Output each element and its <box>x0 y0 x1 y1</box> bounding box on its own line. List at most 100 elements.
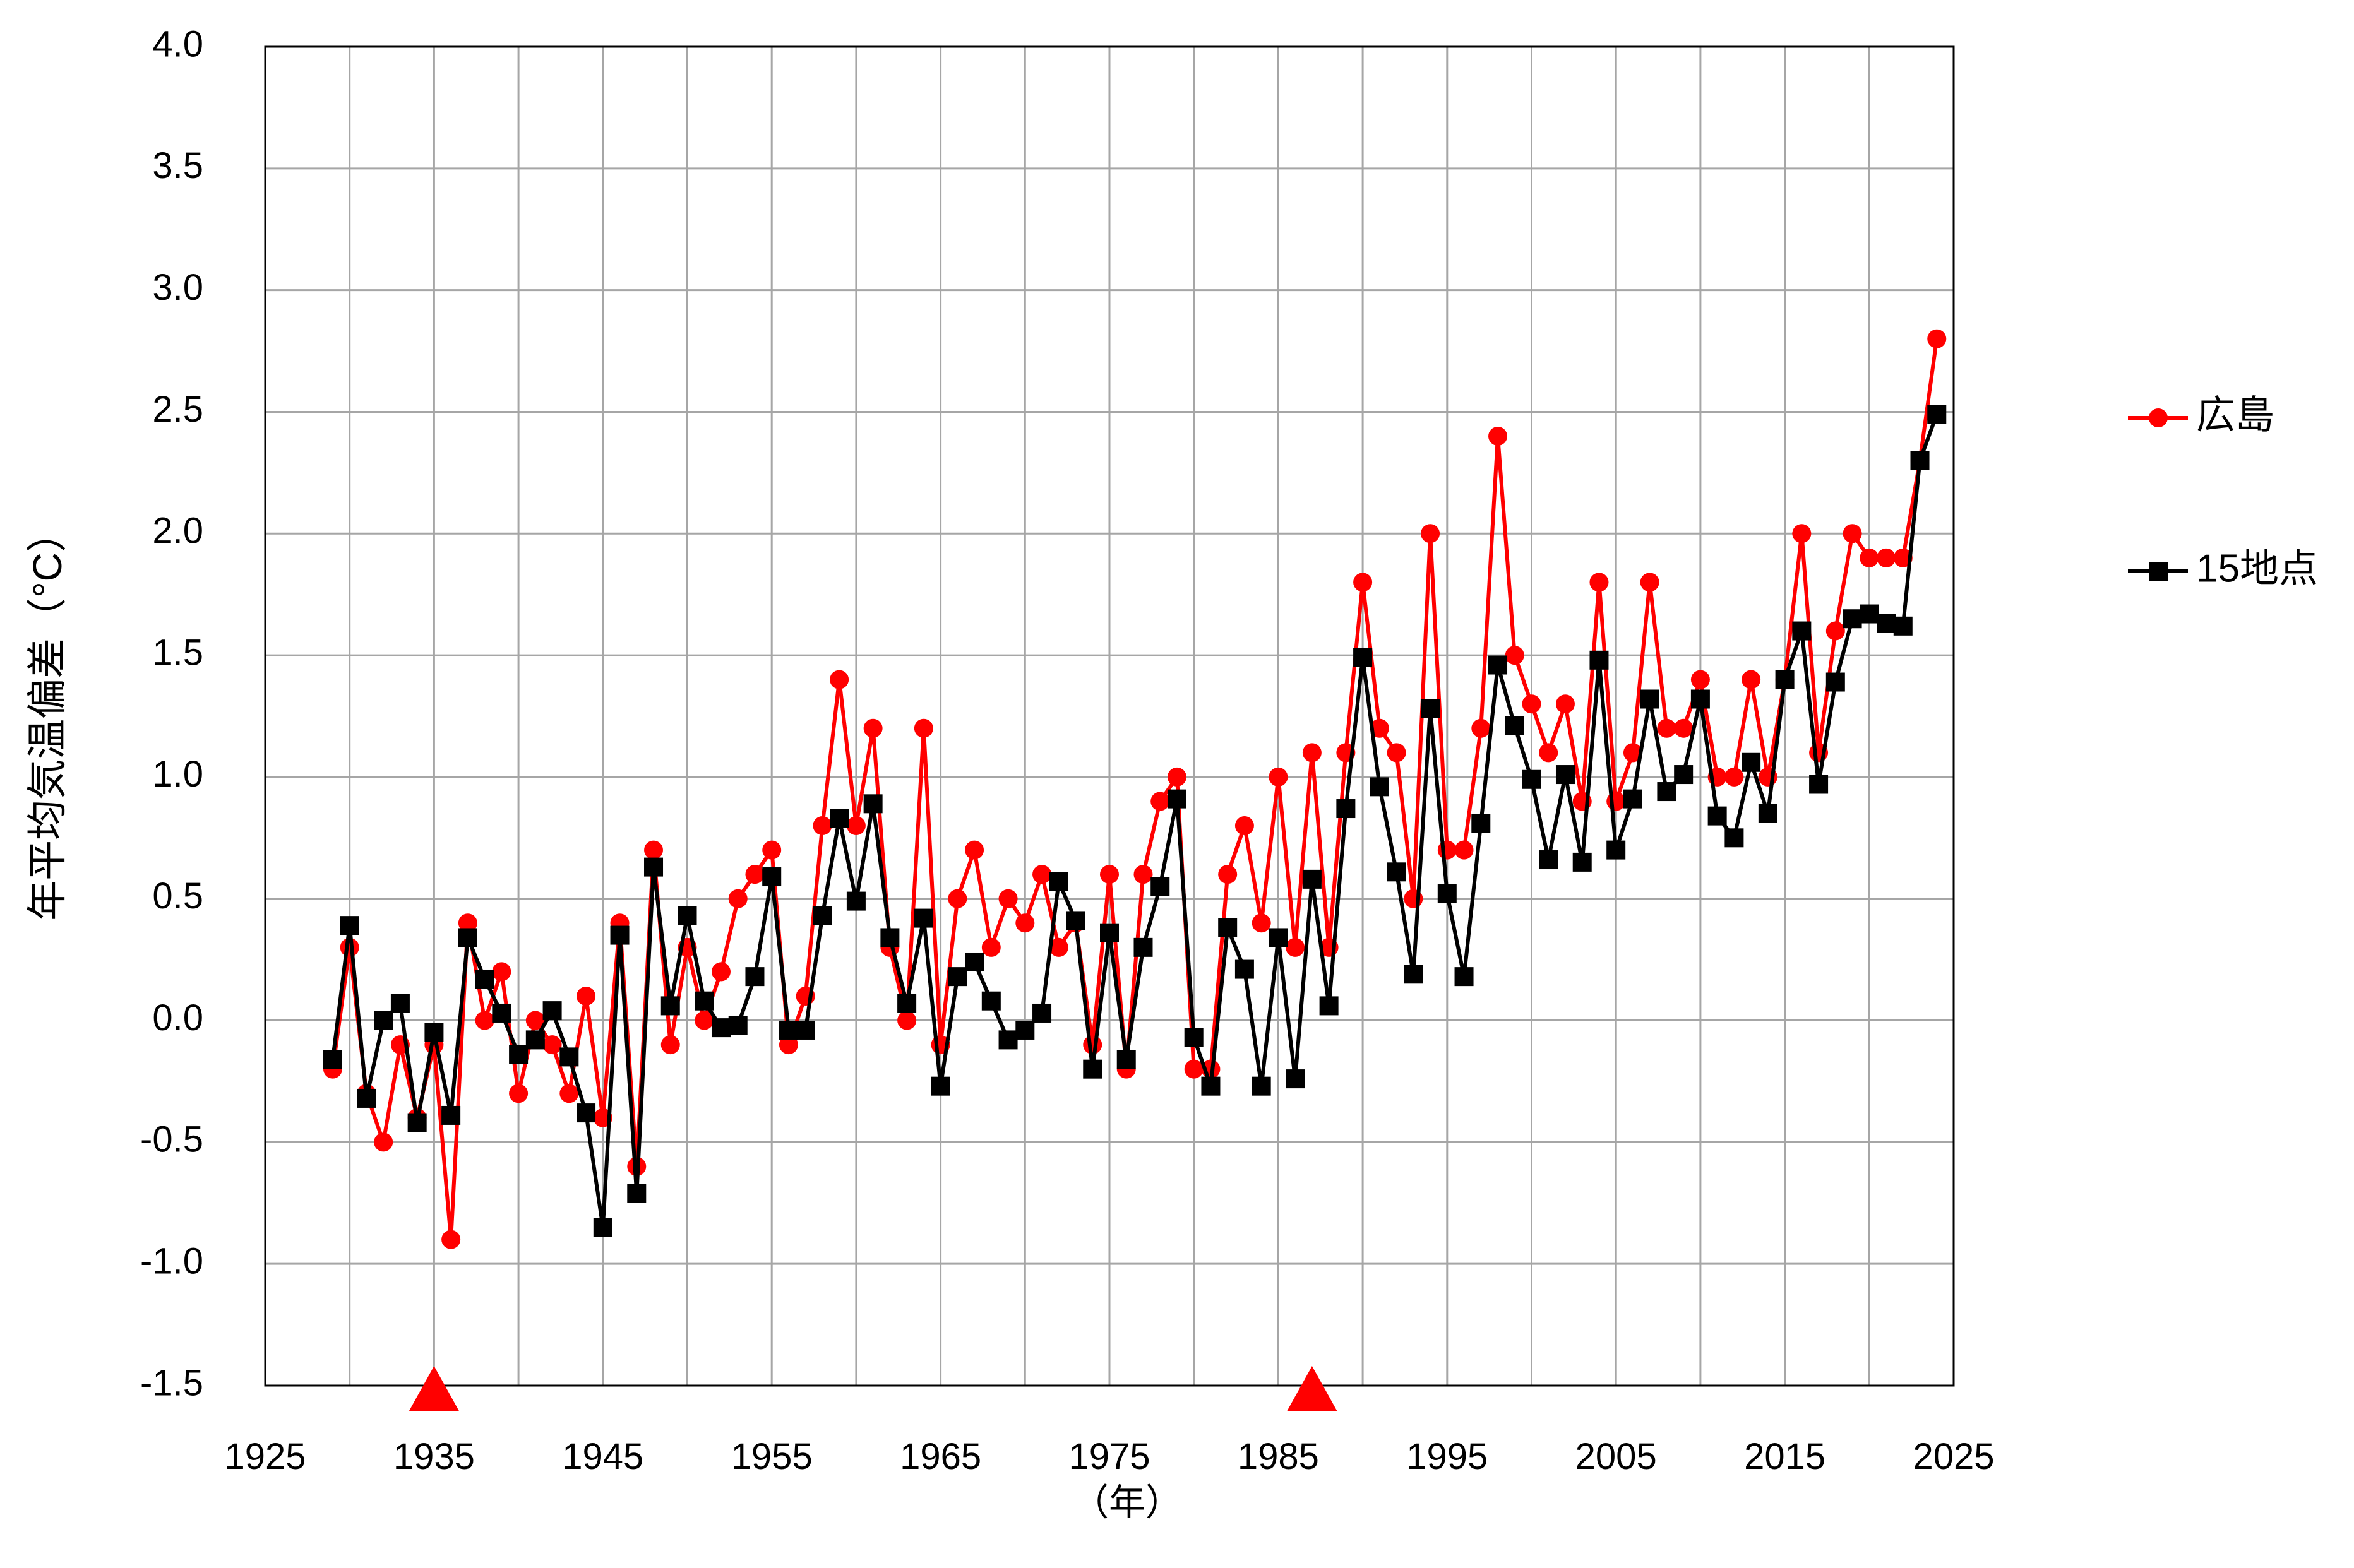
data-point <box>1742 752 1761 772</box>
data-point <box>745 865 765 884</box>
data-point <box>796 1020 815 1040</box>
legend: 広島 15地点 <box>2128 393 2318 590</box>
data-point <box>1370 718 1389 738</box>
data-point <box>914 718 933 738</box>
data-point <box>846 816 866 836</box>
data-point <box>863 794 883 814</box>
data-point <box>1657 782 1676 802</box>
data-point <box>660 996 680 1016</box>
x-tick-label: 1985 <box>1238 1436 1319 1477</box>
data-point <box>965 952 984 971</box>
x-tick-label: 1975 <box>1068 1436 1150 1477</box>
data-point <box>644 840 664 860</box>
data-point <box>897 1011 917 1030</box>
data-point <box>340 916 359 935</box>
y-tick-label: -0.5 <box>140 1119 203 1160</box>
grid <box>265 47 1954 1386</box>
data-point <box>863 718 883 738</box>
data-point <box>1910 451 1930 470</box>
data-point <box>762 867 782 887</box>
data-point <box>981 991 1001 1011</box>
data-point <box>1877 548 1896 567</box>
data-point <box>1133 937 1153 957</box>
data-point <box>1471 718 1491 738</box>
y-tick-label: -1.5 <box>140 1362 203 1403</box>
data-point <box>1234 816 1254 836</box>
data-point <box>627 1184 647 1203</box>
data-point <box>610 925 630 945</box>
data-point <box>492 1003 511 1023</box>
y-tick-label: -1.0 <box>140 1241 203 1282</box>
data-point <box>1387 743 1406 763</box>
data-point <box>577 1103 596 1123</box>
y-axis-label: 年平均気温偏差（°C） <box>25 512 70 921</box>
data-point <box>357 1088 376 1108</box>
data-point <box>1724 767 1744 787</box>
data-point <box>1387 862 1406 882</box>
data-point <box>813 906 832 925</box>
data-point <box>1724 828 1744 848</box>
data-point <box>1083 1035 1102 1055</box>
data-point <box>830 809 849 828</box>
data-point <box>1742 670 1761 689</box>
data-point <box>1843 609 1862 629</box>
x-tick-label: 1955 <box>731 1436 813 1477</box>
data-point <box>1083 1059 1102 1079</box>
data-point <box>1690 689 1710 709</box>
y-tick-label: 0.5 <box>152 876 203 917</box>
data-point <box>1539 743 1558 763</box>
data-point <box>1404 965 1423 984</box>
data-point <box>1843 524 1862 543</box>
y-tick-label: 3.0 <box>152 267 203 308</box>
y-tick-label: 4.0 <box>152 23 203 64</box>
data-point <box>509 1084 529 1103</box>
data-point <box>1488 427 1508 446</box>
data-point <box>1100 923 1119 942</box>
data-point <box>1589 650 1609 670</box>
data-point <box>1302 743 1322 763</box>
x-tick-label: 1965 <box>900 1436 981 1477</box>
data-point <box>1758 804 1777 823</box>
data-point <box>1032 1003 1052 1023</box>
data-point <box>1167 789 1186 809</box>
x-axis-ticks: 1925 1935 1945 1955 1965 1975 1985 1995 2005 2015… <box>224 1436 1994 1477</box>
data-point <box>762 840 782 860</box>
data-point <box>1893 616 1913 636</box>
legend-label: 広島 <box>2196 393 2274 437</box>
data-point <box>1049 937 1068 957</box>
data-point <box>1555 694 1575 714</box>
data-point <box>914 908 933 928</box>
data-point <box>981 937 1001 957</box>
data-point <box>1252 913 1271 933</box>
data-point <box>1150 792 1170 811</box>
y-tick-label: 2.5 <box>152 389 203 430</box>
data-point <box>1640 689 1659 709</box>
data-point <box>475 1011 494 1030</box>
data-point <box>1860 604 1879 624</box>
series-15-stations <box>323 405 1947 1237</box>
data-point <box>407 1113 427 1132</box>
data-point <box>745 967 765 987</box>
data-point <box>1100 865 1119 884</box>
data-point <box>577 986 596 1006</box>
data-point <box>1066 911 1085 930</box>
y-tick-label: 0.0 <box>152 997 203 1038</box>
y-axis-ticks: 4.0 3.5 3.0 2.5 2.0 1.5 1.0 0.5 0.0 -0.5 -1.0 -1.5 <box>140 23 203 1403</box>
data-point <box>1877 614 1896 633</box>
data-point <box>475 969 494 989</box>
data-point <box>374 1011 393 1030</box>
data-point <box>1218 865 1238 884</box>
triangle-marker <box>1286 1366 1337 1411</box>
data-point <box>1049 872 1068 891</box>
data-point <box>1286 937 1305 957</box>
data-point <box>779 1020 798 1040</box>
data-point <box>390 994 410 1013</box>
data-point <box>1809 775 1829 794</box>
data-point <box>1234 959 1254 979</box>
data-point <box>374 1132 393 1152</box>
data-point <box>1505 646 1524 665</box>
data-point <box>525 1011 545 1030</box>
data-point <box>1572 852 1592 872</box>
data-point <box>525 1030 545 1050</box>
data-point <box>1606 840 1626 860</box>
